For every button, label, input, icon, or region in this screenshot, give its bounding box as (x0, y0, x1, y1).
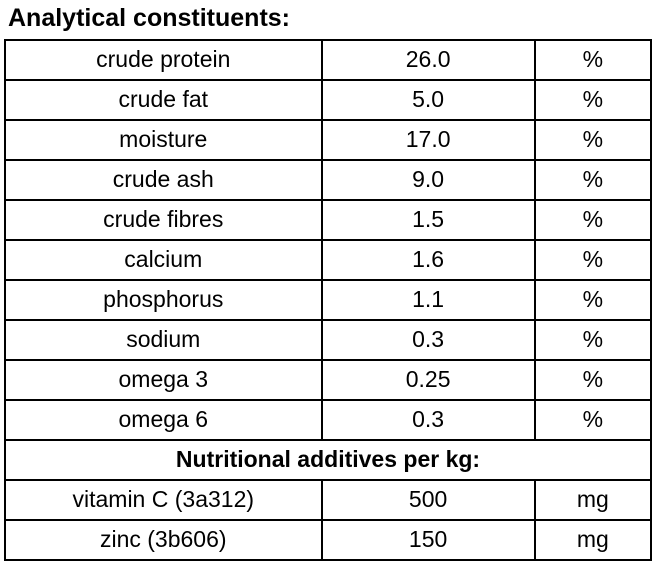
section-header-row: Nutritional additives per kg: (4, 438, 652, 481)
table-row: crude ash 9.0 % (4, 158, 653, 201)
constituent-name: crude protein (4, 38, 323, 81)
constituent-unit: % (533, 318, 653, 361)
constituent-value: 0.25 (320, 358, 536, 401)
constituent-value: 17.0 (320, 118, 536, 161)
constituent-unit: % (533, 198, 653, 241)
constituent-unit: % (533, 78, 653, 121)
constituent-name: phosphorus (4, 278, 323, 321)
constituent-value: 5.0 (320, 78, 536, 121)
constituent-name: sodium (4, 318, 323, 361)
table-row: moisture 17.0 % (4, 118, 653, 161)
constituent-value: 9.0 (320, 158, 536, 201)
constituent-name: omega 6 (4, 398, 323, 441)
additive-value: 150 (320, 518, 536, 561)
constituent-name: calcium (4, 238, 323, 281)
table-row: omega 3 0.25 % (4, 358, 653, 401)
constituent-value: 1.1 (320, 278, 536, 321)
constituent-value: 0.3 (320, 318, 536, 361)
constituent-name: omega 3 (4, 358, 323, 401)
constituent-unit: % (533, 158, 653, 201)
constituent-unit: % (533, 118, 653, 161)
table-row: crude fat 5.0 % (4, 78, 653, 121)
table-row: phosphorus 1.1 % (4, 278, 653, 321)
table-row: sodium 0.3 % (4, 318, 653, 361)
table-row: zinc (3b606) 150 mg (4, 518, 653, 561)
additive-unit: mg (533, 478, 653, 521)
additives-section-header: Nutritional additives per kg: (4, 438, 652, 481)
constituent-name: crude ash (4, 158, 323, 201)
table-row: crude protein 26.0 % (4, 38, 653, 81)
table-row: crude fibres 1.5 % (4, 198, 653, 241)
constituent-unit: % (533, 398, 653, 441)
constituent-value: 1.5 (320, 198, 536, 241)
constituent-name: moisture (4, 118, 323, 161)
constituent-value: 26.0 (320, 38, 536, 81)
constituent-unit: % (533, 278, 653, 321)
constituent-value: 1.6 (320, 238, 536, 281)
additive-unit: mg (533, 518, 653, 561)
table-row: calcium 1.6 % (4, 238, 653, 281)
constituent-unit: % (533, 38, 653, 81)
table-row: vitamin C (3a312) 500 mg (4, 478, 653, 521)
additive-value: 500 (320, 478, 536, 521)
table-row: omega 6 0.3 % (4, 398, 653, 441)
constituent-unit: % (533, 358, 653, 401)
constituent-value: 0.3 (320, 398, 536, 441)
page: Analytical constituents: crude protein 2… (4, 4, 653, 561)
constituent-name: crude fat (4, 78, 323, 121)
additive-name: vitamin C (3a312) (4, 478, 323, 521)
additive-name: zinc (3b606) (4, 518, 323, 561)
constituent-name: crude fibres (4, 198, 323, 241)
page-title: Analytical constituents: (8, 4, 290, 32)
constituent-unit: % (533, 238, 653, 281)
analytical-constituents-table: crude protein 26.0 % crude fat 5.0 % moi… (4, 38, 653, 561)
